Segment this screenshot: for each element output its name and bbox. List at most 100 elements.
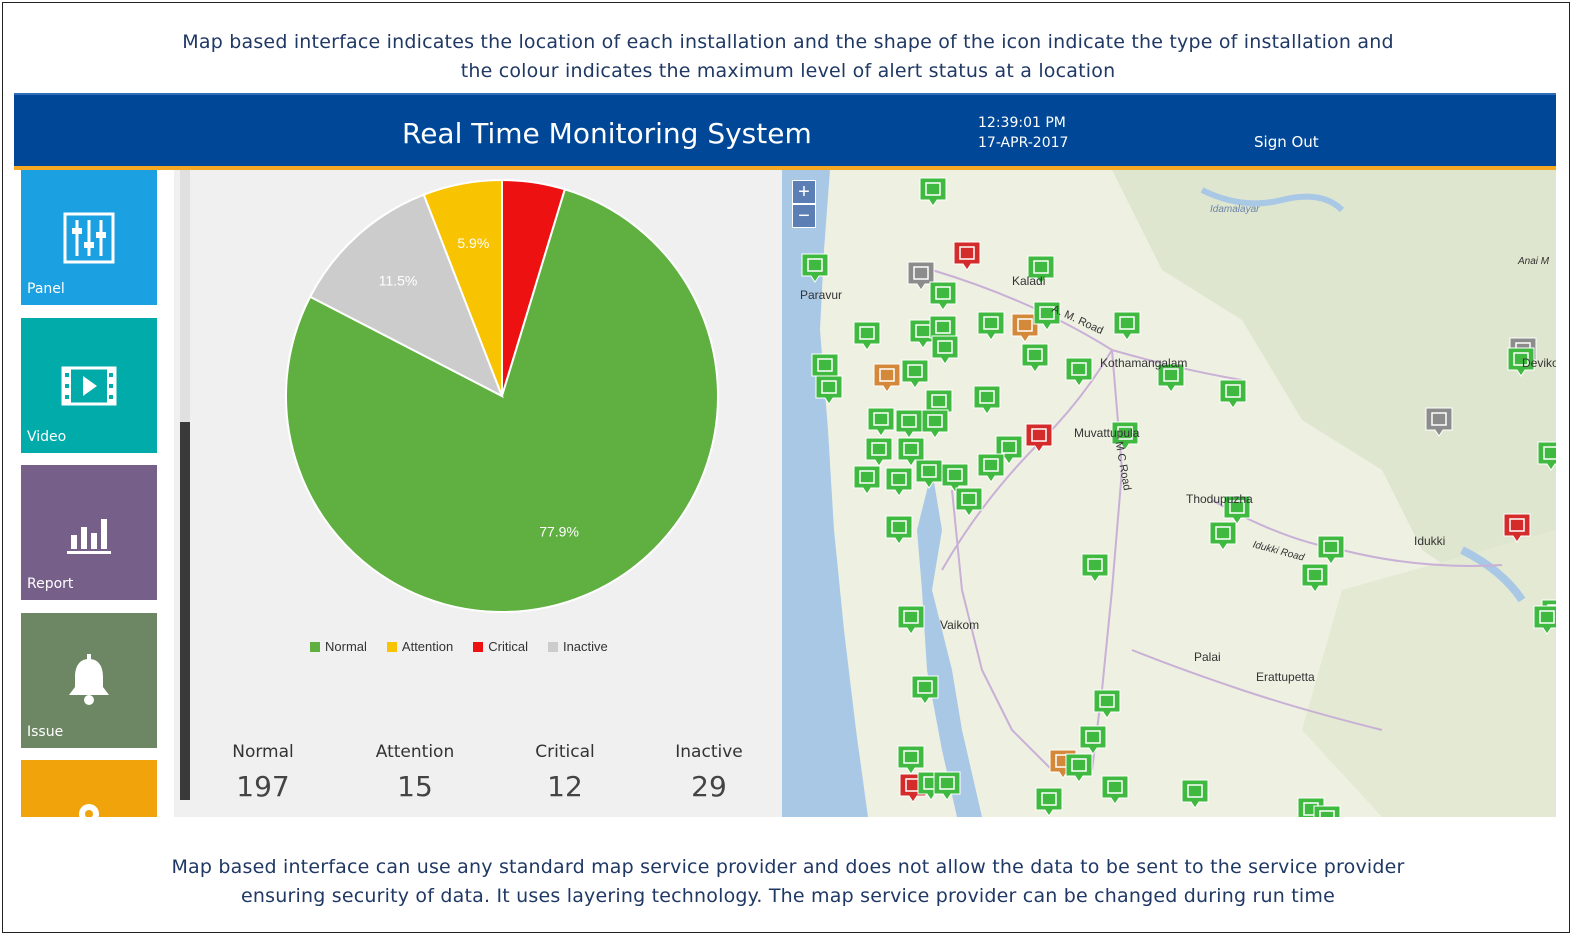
installation-marker-normal[interactable] (1157, 363, 1185, 393)
map-label: Idukki (1414, 534, 1446, 548)
map-label: Palai (1194, 650, 1221, 664)
road (951, 489, 1053, 771)
sidebar-item-panel[interactable]: Panel (21, 170, 157, 305)
installation-marker-normal[interactable] (955, 487, 983, 517)
stat-normal: Normal 197 (198, 742, 328, 803)
clock-date: 17-APR-2017 (978, 135, 1069, 151)
installation-marker-normal[interactable] (895, 409, 923, 439)
map-label: Erattupetta (1256, 670, 1315, 684)
sidebar-item-user[interactable] (21, 760, 157, 817)
installation-marker-normal[interactable] (929, 281, 957, 311)
installation-marker-normal[interactable] (1507, 347, 1535, 377)
installation-marker-normal[interactable] (1223, 495, 1251, 525)
installation-marker-normal[interactable] (921, 409, 949, 439)
legend-item-inactive[interactable]: Inactive (547, 639, 608, 654)
installation-marker-normal[interactable] (1021, 343, 1049, 373)
stat-value: 12 (547, 770, 583, 803)
installation-marker-normal[interactable] (867, 407, 895, 437)
installation-marker-normal[interactable] (853, 465, 881, 495)
sign-out-link[interactable]: Sign Out (1254, 133, 1319, 151)
map-label: Kaladi (1012, 274, 1046, 288)
installation-marker-critical[interactable] (1503, 513, 1531, 543)
sidebar-item-issue[interactable]: Issue (21, 613, 157, 748)
installation-marker-normal[interactable] (815, 375, 843, 405)
scrollbar-thumb[interactable] (180, 422, 190, 800)
caption-top: Map based interface indicates the locati… (0, 28, 1576, 86)
map-label: Devikol (1522, 356, 1556, 370)
installation-marker-normal[interactable] (1033, 301, 1061, 331)
legend-label: Normal (325, 639, 367, 654)
installation-marker-inactive[interactable] (907, 261, 935, 291)
bell-icon (69, 654, 109, 705)
map-canvas[interactable] (782, 170, 1556, 817)
map-label: Anai M (1518, 256, 1550, 267)
road (1131, 649, 1383, 731)
map-view[interactable]: + − Kaladi Paravur Kothamangalam Muvattu… (782, 170, 1556, 817)
stat-label: Normal (232, 742, 294, 762)
video-icon (61, 366, 117, 406)
installation-marker-normal[interactable] (1081, 553, 1109, 583)
installation-marker-normal[interactable] (885, 467, 913, 497)
pie-slice-normal[interactable] (285, 188, 719, 613)
zoom-out-button[interactable]: − (792, 204, 816, 228)
legend-label: Critical (488, 639, 528, 654)
stat-value: 197 (236, 770, 290, 803)
installation-marker-normal[interactable] (1111, 421, 1139, 451)
installation-marker-normal[interactable] (853, 321, 881, 351)
pie-slice-attention[interactable] (422, 178, 503, 397)
pie-data-label: 11.5% (379, 272, 418, 288)
installation-marker-normal[interactable] (1317, 535, 1345, 565)
legend-swatch (386, 641, 397, 652)
installation-marker-normal[interactable] (1533, 605, 1556, 635)
zoom-in-button[interactable]: + (792, 180, 816, 204)
legend-swatch (310, 641, 320, 652)
installation-marker-normal[interactable] (865, 437, 893, 467)
installation-marker-normal[interactable] (1027, 255, 1055, 285)
backwater (917, 470, 982, 817)
legend-item-critical[interactable]: Critical (473, 639, 528, 654)
installation-marker-critical[interactable] (1025, 423, 1053, 453)
legend-item-attention[interactable]: Attention (386, 639, 453, 654)
installation-marker-attention[interactable] (873, 363, 901, 393)
map-label: Vaikom (940, 618, 980, 632)
installation-marker-normal[interactable] (1181, 779, 1209, 809)
installation-marker-normal[interactable] (973, 385, 1001, 415)
installation-marker-inactive[interactable] (1425, 407, 1453, 437)
sidebar-item-video[interactable]: Video (21, 318, 157, 453)
installation-marker-normal[interactable] (933, 771, 961, 801)
installation-marker-normal[interactable] (901, 359, 929, 389)
installation-marker-critical[interactable] (953, 241, 981, 271)
installation-marker-normal[interactable] (977, 311, 1005, 341)
installation-marker-normal[interactable] (1219, 379, 1247, 409)
installation-marker-normal[interactable] (1079, 725, 1107, 755)
sidebar-item-report[interactable]: Report (21, 465, 157, 600)
stat-label: Attention (375, 742, 455, 762)
sidebar-item-label: Video (27, 429, 67, 445)
installation-marker-normal[interactable] (1093, 689, 1121, 719)
installation-marker-normal[interactable] (919, 177, 947, 207)
installation-marker-normal[interactable] (1065, 357, 1093, 387)
installation-marker-normal[interactable] (1313, 805, 1341, 817)
legend-item-normal[interactable]: Normal (310, 639, 367, 654)
installation-marker-normal[interactable] (1537, 441, 1556, 471)
pie-slice-inactive[interactable] (308, 193, 504, 399)
installation-marker-normal[interactable] (1113, 311, 1141, 341)
installation-marker-normal[interactable] (931, 335, 959, 365)
installation-marker-normal[interactable] (1101, 775, 1129, 805)
installation-marker-normal[interactable] (897, 745, 925, 775)
map-label: Idamalayar (1210, 204, 1260, 215)
installation-marker-normal[interactable] (977, 453, 1005, 483)
caption-bottom: Map based interface can use any standard… (0, 853, 1576, 911)
installation-marker-normal[interactable] (801, 253, 829, 283)
installation-marker-normal[interactable] (1035, 787, 1063, 817)
installation-marker-normal[interactable] (885, 515, 913, 545)
sliders-icon (63, 212, 115, 264)
installation-marker-normal[interactable] (911, 675, 939, 705)
caption-bottom-line2: ensuring security of data. It uses layer… (241, 885, 1335, 907)
installation-marker-normal[interactable] (897, 605, 925, 635)
installation-marker-normal[interactable] (1065, 753, 1093, 783)
installation-marker-normal[interactable] (897, 437, 925, 467)
installation-marker-normal[interactable] (1301, 563, 1329, 593)
sea-water (782, 170, 868, 817)
installation-marker-normal[interactable] (1209, 521, 1237, 551)
